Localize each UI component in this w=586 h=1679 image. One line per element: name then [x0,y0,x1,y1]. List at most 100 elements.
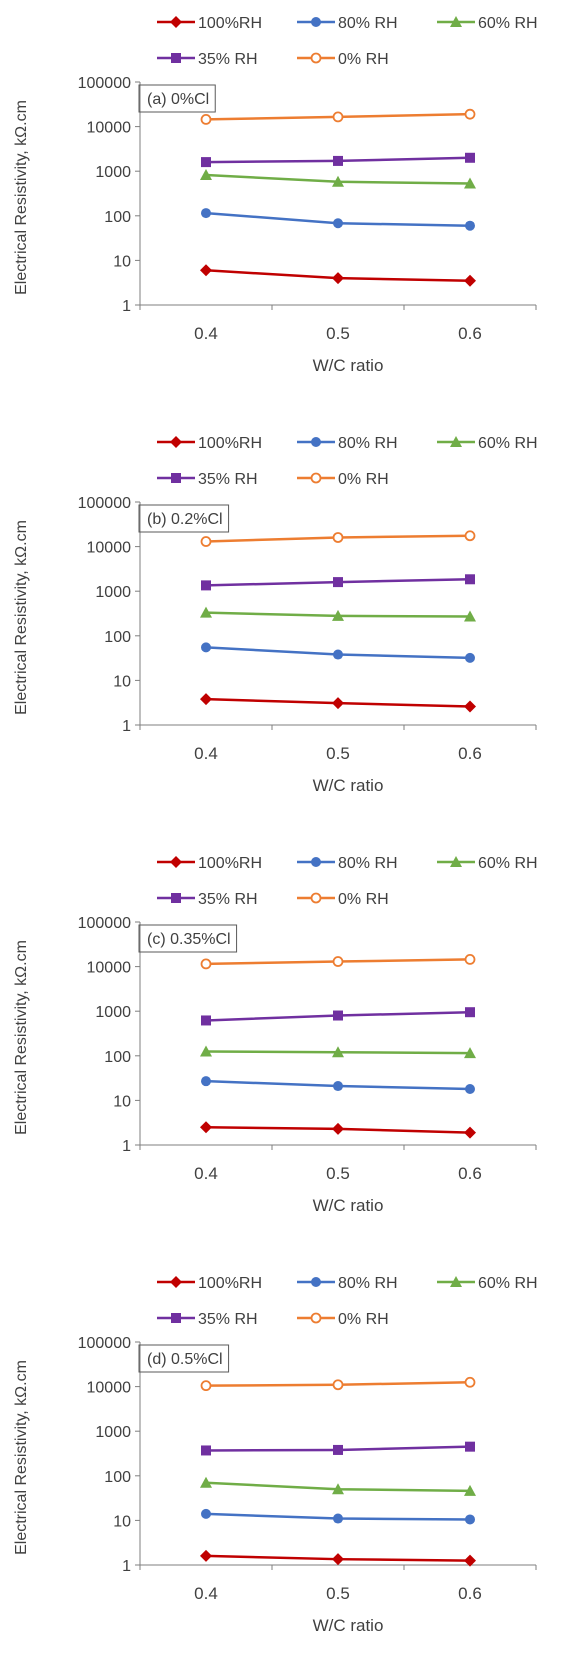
chart-c: 100%RH 80% RH 60% RH 35% RH 0% RH 1 10 100 1000 1… [13,855,538,1215]
chart-d: 100%RH 80% RH 60% RH 35% RH 0% RH 1 10 100 1000 1… [13,1275,538,1635]
data-point-80rh [333,218,343,229]
y-tick-label: 100 [104,629,131,646]
data-point-60rh [200,606,212,618]
legend: 100%RH 80% RH 60% RH 35% RH 0% RH [157,435,538,488]
y-tick-label: 1000 [95,584,131,601]
data-point-80rh [465,1084,475,1095]
data-point-35rh [333,155,343,166]
series-80rh [201,208,475,231]
data-point-0rh [332,1379,344,1391]
x-tick-label: 0.5 [326,1164,350,1183]
data-point-0rh [464,1376,476,1388]
x-tick-label: 0.4 [194,744,218,763]
y-tick-label: 1000 [95,1424,131,1441]
chart-b: 100%RH 80% RH 60% RH 35% RH 0% RH 1 10 100 1000 1… [13,435,538,795]
legend-marker-60rh [450,16,462,27]
legend-label-60rh: 60% RH [478,435,538,452]
x-tick-label: 0.4 [194,1164,218,1183]
data-point-80rh [201,642,211,653]
data-point-80rh [333,649,343,660]
data-point-35rh [201,580,211,591]
data-point-60rh [200,169,212,181]
legend-label-35rh: 35% RH [198,1311,258,1328]
y-tick-label: 100000 [78,495,131,512]
data-point-100rh [332,1122,344,1135]
legend-item-0rh: 0% RH [297,51,389,68]
legend-marker-80rh [311,17,321,27]
data-point-100rh [200,1121,212,1134]
data-point-35rh [201,1445,211,1456]
data-point-100rh [332,697,344,710]
y-tick-label: 10000 [87,960,132,977]
legend-marker-0rh [310,1312,322,1324]
series-60rh [200,1045,476,1059]
legend-marker-0rh [310,472,322,484]
legend-label-0rh: 0% RH [338,471,389,488]
x-tick-label: 0.5 [326,1584,350,1603]
y-tick-label: 10 [113,673,131,690]
panel-annotation: (b) 0.2%Cl [138,504,230,533]
data-point-80rh [201,1076,211,1087]
data-point-60rh [200,1045,212,1057]
y-tick-label: 100000 [78,1335,131,1352]
legend-item-100rh: 100%RH [157,1275,262,1292]
data-point-100rh [464,700,476,713]
y-tick-label: 10000 [87,540,132,557]
legend-item-0rh: 0% RH [297,891,389,908]
series-0rh [200,954,476,970]
y-axis-title: Electrical Resistivity, kΩ.cm [13,100,30,295]
data-point-35rh [333,1444,343,1455]
data-point-100rh [464,1554,476,1567]
legend-item-60rh: 60% RH [437,1275,538,1292]
series-35rh [201,1441,475,1456]
legend-label-0rh: 0% RH [338,891,389,908]
panel-annotation-text: (b) 0.2%Cl [147,511,223,528]
y-tick-label: 1 [122,718,131,735]
legend-marker-60rh [450,856,462,867]
series-100rh [200,693,476,713]
panel-annotation-text: (a) 0%Cl [147,91,209,108]
data-point-80rh [201,208,211,219]
y-axis-title: Electrical Resistivity, kΩ.cm [13,1360,30,1555]
data-point-0rh [332,956,344,967]
data-point-60rh [464,177,476,189]
y-axis-title: Electrical Resistivity, kΩ.cm [13,520,30,715]
data-point-100rh [200,264,212,277]
legend-label-35rh: 35% RH [198,891,258,908]
legend-label-35rh: 35% RH [198,471,258,488]
x-axis-title: W/C ratio [313,776,384,795]
chart-a: 100%RH 80% RH 60% RH 35% RH 0% RH 1 10 100 1000 1… [13,15,538,375]
data-point-0rh [332,532,344,543]
data-point-80rh [465,220,475,231]
legend-marker-80rh [311,857,321,867]
data-point-80rh [333,1081,343,1092]
series-35rh [201,152,475,168]
series-100rh [200,1121,476,1139]
data-point-100rh [332,1553,344,1566]
data-point-80rh [333,1513,343,1524]
x-axis-title: W/C ratio [313,1616,384,1635]
panel-annotation-box [138,1344,230,1373]
data-point-60rh [464,610,476,622]
legend-label-60rh: 60% RH [478,1275,538,1292]
y-tick-label: 10000 [87,120,132,137]
legend-item-100rh: 100%RH [157,15,262,32]
y-tick-label: 10 [113,1093,131,1110]
legend-label-80rh: 80% RH [338,435,398,452]
y-tick-label: 10 [113,1513,131,1530]
data-point-0rh [464,108,476,120]
legend-item-100rh: 100%RH [157,855,262,872]
x-tick-label: 0.4 [194,324,218,343]
series-0rh [200,108,476,125]
legend-item-60rh: 60% RH [437,855,538,872]
data-point-0rh [200,1380,212,1392]
series-60rh [200,606,476,622]
data-point-60rh [464,1484,476,1496]
x-tick-label: 0.5 [326,324,350,343]
legend-label-35rh: 35% RH [198,51,258,68]
legend-marker-100rh [170,16,182,28]
y-tick-label: 10000 [87,1380,132,1397]
data-point-100rh [200,693,212,706]
data-point-35rh [465,574,475,585]
series-0rh [200,530,476,547]
